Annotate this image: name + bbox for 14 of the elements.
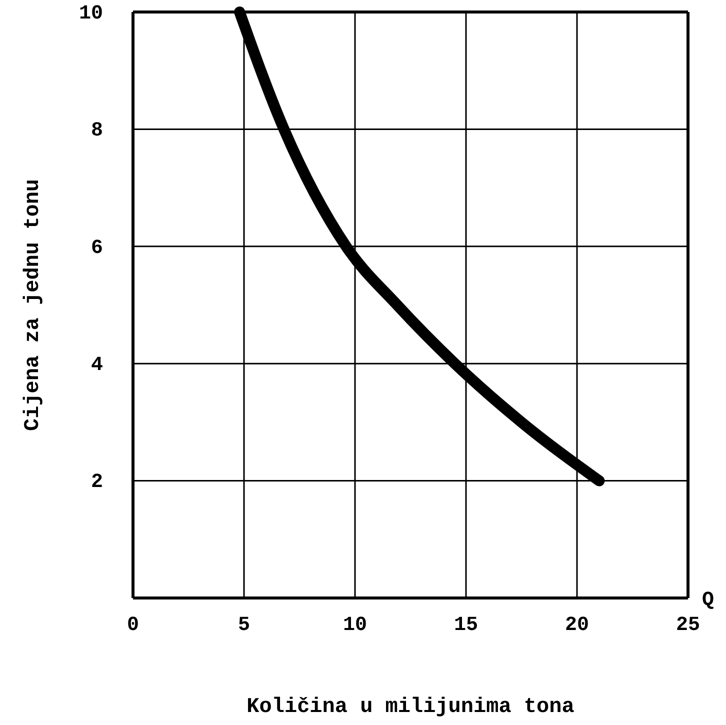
x-tick-label: 20 [564, 614, 590, 638]
x-tick-label: 5 [238, 614, 250, 638]
x-tick-label: 15 [454, 614, 478, 638]
text: Q [702, 589, 714, 612]
x-axis-title: Količina u milijunima tona [246, 696, 575, 719]
y-tick-label: 6 [90, 236, 103, 260]
x-tick-label: 0 [126, 614, 140, 638]
y-tick-label: 4 [90, 354, 103, 377]
x-tick-label: 25 [676, 614, 700, 638]
x-tick-label: 10 [342, 614, 368, 638]
y-tick-label: 2 [90, 471, 103, 494]
y-axis-title: Cijena za jednu tonu [22, 178, 45, 432]
y-tick-label: 10 [78, 2, 103, 26]
y-tick-label: 8 [90, 120, 103, 143]
